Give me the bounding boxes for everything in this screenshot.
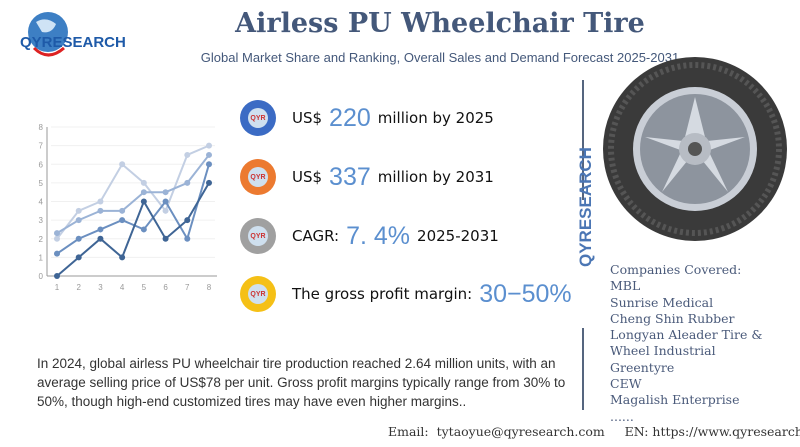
x-tick-label: 8	[207, 283, 212, 292]
data-point	[162, 207, 169, 214]
stat-row: QYR The gross profit margin: 30−50%	[240, 276, 579, 312]
divider-line	[582, 328, 584, 410]
page-title: Airless PU Wheelchair Tire	[235, 8, 645, 39]
qyr-badge-icon: QYR	[240, 276, 276, 312]
stat-suffix: 2025-2031	[417, 227, 499, 245]
stat-prefix: CAGR:	[292, 227, 340, 245]
line-chart: 0 1 2 3 4 5 6 7 8 1 2 3 4 5 6 7 8	[39, 123, 217, 292]
y-tick-label: 8	[39, 123, 44, 132]
company-item: CEW	[610, 376, 642, 392]
company-item: Greentyre	[610, 359, 675, 375]
data-point	[184, 151, 191, 158]
data-point	[54, 250, 60, 257]
data-point	[162, 189, 169, 196]
x-tick-label: 7	[185, 283, 190, 292]
company-item: Wheel Industrial	[610, 343, 716, 359]
data-point	[54, 230, 60, 237]
stat-value: 337	[329, 162, 371, 191]
qyr-badge-icon: QYR	[240, 100, 276, 136]
data-point	[206, 142, 212, 149]
data-point	[206, 161, 212, 168]
stat-prefix: The gross profit margin:	[292, 285, 473, 303]
data-point	[75, 217, 82, 224]
stat-prefix: US$	[292, 168, 323, 186]
data-point	[75, 207, 82, 214]
stat-suffix: million by 2025	[377, 109, 494, 127]
data-point	[97, 207, 104, 214]
page-subtitle: Global Market Share and Ranking, Overall…	[200, 50, 680, 65]
x-tick-label: 6	[163, 283, 168, 292]
y-tick-label: 2	[39, 235, 44, 244]
data-point	[119, 217, 126, 224]
data-point	[140, 226, 147, 233]
y-tick-label: 1	[39, 253, 44, 262]
x-tick-label: 2	[76, 283, 81, 292]
data-point	[97, 226, 104, 233]
companies-heading: Companies Covered:	[610, 262, 742, 277]
company-item: Magalish Enterprise	[610, 392, 740, 408]
data-point	[206, 179, 212, 186]
stat-suffix: million by 2031	[377, 168, 494, 186]
logo: QYRESEARCH	[14, 8, 144, 66]
data-point	[54, 235, 60, 242]
stat-value: 30−50%	[479, 279, 572, 308]
data-point	[162, 235, 169, 242]
series-line	[56, 154, 210, 235]
x-tick-label: 4	[120, 283, 125, 292]
y-tick-label: 5	[39, 179, 44, 188]
summary-paragraph: In 2024, global airless PU wheelchair ti…	[37, 356, 566, 409]
stat-row: QYR US$ 337 million by 2031	[240, 159, 494, 195]
y-tick-label: 3	[39, 216, 44, 225]
stat-value: 220	[329, 103, 371, 132]
data-point	[119, 207, 126, 214]
y-tick-label: 0	[39, 272, 44, 281]
data-point	[140, 179, 147, 186]
divider-line	[582, 80, 584, 200]
series-line	[56, 182, 210, 277]
data-point	[119, 161, 126, 168]
data-point	[54, 273, 60, 279]
company-item: ......	[610, 408, 634, 424]
globe-icon	[28, 12, 68, 57]
stat-value: 7. 4%	[346, 221, 411, 250]
logo-text: QYRESEARCH	[20, 34, 126, 51]
stat-row: QYR CAGR: 7. 4% 2025-2031	[240, 218, 499, 254]
y-tick-label: 7	[39, 142, 44, 151]
x-tick-label: 5	[142, 283, 147, 292]
data-point	[75, 254, 82, 261]
data-point	[184, 217, 191, 224]
company-item: Longyan Aleader Tire &	[610, 327, 763, 343]
company-item: Sunrise Medical	[610, 294, 714, 310]
qyr-badge-icon: QYR	[240, 218, 276, 254]
series-line	[56, 144, 210, 240]
series-line	[56, 163, 210, 255]
data-point	[119, 254, 126, 261]
data-point	[75, 235, 82, 242]
x-tick-label: 1	[55, 283, 60, 292]
company-item: MBL	[610, 278, 641, 294]
data-point	[206, 151, 212, 158]
data-point	[97, 235, 104, 242]
footer-contact: Email: tytaoyue@qyresearch.com EN: https…	[388, 424, 800, 439]
qyr-badge-icon: QYR	[240, 159, 276, 195]
data-point	[184, 235, 191, 242]
y-tick-label: 4	[39, 198, 44, 207]
data-point	[162, 198, 169, 205]
company-item: Cheng Shin Rubber	[610, 310, 735, 326]
data-point	[97, 198, 104, 205]
stat-prefix: US$	[292, 109, 323, 127]
data-point	[140, 198, 147, 205]
stat-row: QYR US$ 220 million by 2025	[240, 100, 494, 136]
companies-list: Companies Covered: MBL Sunrise Medical Che…	[610, 262, 762, 425]
y-tick-label: 6	[39, 160, 44, 169]
data-point	[184, 179, 191, 186]
data-point	[140, 189, 147, 196]
side-brand: QYRESEARCH	[576, 147, 595, 267]
x-tick-label: 3	[98, 283, 103, 292]
tire-image	[603, 57, 787, 241]
